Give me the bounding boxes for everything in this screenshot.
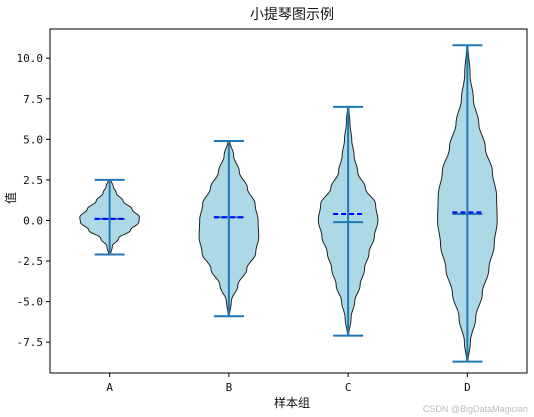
x-tick-label: D <box>464 381 471 394</box>
y-tick-label: 2.5 <box>23 174 43 187</box>
x-tick-label: B <box>226 381 233 394</box>
x-tick-label: A <box>106 381 113 394</box>
y-tick-label: 10.0 <box>17 52 44 65</box>
x-tick-label: C <box>345 381 352 394</box>
y-tick-label: -5.0 <box>17 296 44 309</box>
y-tick-label: -2.5 <box>17 255 44 268</box>
plot-frame <box>49 28 528 374</box>
y-tick-label: 0.0 <box>23 214 43 227</box>
x-axis-label: 样本组 <box>274 395 310 410</box>
y-tick-label: 7.5 <box>23 93 43 106</box>
y-tick-label: -7.5 <box>17 336 44 349</box>
watermark: CSDN @BigDataMagician <box>422 404 528 414</box>
y-axis-label: 值 <box>3 192 18 204</box>
chart-title: 小提琴图示例 <box>250 7 334 23</box>
y-tick-label: 5.0 <box>23 133 43 146</box>
